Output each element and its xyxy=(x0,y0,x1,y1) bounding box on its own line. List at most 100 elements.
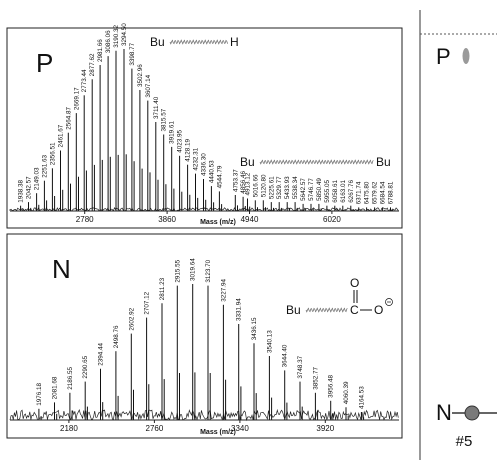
peak-label-p-44: 6579.62 xyxy=(372,181,379,204)
peak-label-p-22: 4232.31 xyxy=(193,147,200,170)
peak-label-p-12: 3190.32 xyxy=(113,25,120,48)
peak-label-n-7: 2707.12 xyxy=(144,291,151,314)
peak-label-p-33: 5433.93 xyxy=(284,176,291,199)
peak-label-n-8: 2811.23 xyxy=(159,277,166,300)
peak-label-n-19: 3956.48 xyxy=(328,375,335,398)
polymer-chain-2 xyxy=(259,159,374,165)
peak-label-p-14: 3398.77 xyxy=(129,42,136,65)
peak-label-n-12: 3227.94 xyxy=(220,279,227,302)
peak-label-p-39: 6058.61 xyxy=(332,179,339,202)
x-tick-label-n-0: 2180 xyxy=(60,424,78,433)
x-tick-label-p-1: 3860 xyxy=(158,215,176,224)
structure-carboxylate-carbon: C xyxy=(350,303,359,317)
peak-label-p-1: 2042.57 xyxy=(26,176,33,199)
x-tick-label-p-0: 2780 xyxy=(76,215,94,224)
side-label-n: N xyxy=(436,400,452,425)
structure-bu-h: Bu H xyxy=(150,35,239,49)
peak-labels-p: 1938.38 2042.57 2149.032251.632356.512461.… xyxy=(18,23,395,205)
peak-label-p-19: 3919.61 xyxy=(169,121,176,144)
peak-label-n-17: 3748.37 xyxy=(297,355,304,378)
peak-label-p-31: 5225.61 xyxy=(268,176,275,199)
peak-label-p-8: 2773.44 xyxy=(81,69,88,92)
side-label-p: P xyxy=(436,44,451,69)
peak-label-n-4: 2394.44 xyxy=(98,343,105,366)
peak-label-p-3: 2251.63 xyxy=(41,154,48,177)
panel-frame-p xyxy=(6,27,403,229)
peak-label-p-36: 5746.77 xyxy=(308,178,315,201)
panel-letter-p: P xyxy=(36,48,53,78)
peak-label-p-27: 4856.46 xyxy=(240,171,247,194)
x-ticks-p: 2780 3860 4940 6020 xyxy=(76,211,341,224)
peak-label-p-9: 2877.62 xyxy=(89,53,96,76)
peak-label-p-23: 4336.30 xyxy=(201,153,208,176)
structure-carboxylate: Bu C O O xyxy=(286,276,393,317)
side-panel: P N #5 xyxy=(419,10,497,460)
peak-label-p-18: 3815.57 xyxy=(161,108,168,131)
p-blob-icon xyxy=(462,48,470,64)
peak-label-p-21: 4128.19 xyxy=(185,138,192,161)
x-axis-title-n: Mass (m/z) xyxy=(200,429,236,436)
peak-label-p-6: 2564.87 xyxy=(65,106,72,129)
structure-bu-bu-left: Bu xyxy=(240,155,255,169)
panel-frame-n xyxy=(6,233,403,439)
sample-label: #5 xyxy=(456,433,473,450)
structure-bu-h-right: H xyxy=(230,35,239,49)
peak-label-n-10: 3019.64 xyxy=(190,258,197,281)
peak-label-n-6: 2602.92 xyxy=(128,307,135,330)
peaks-p xyxy=(20,49,394,211)
peak-label-n-21: 4164.53 xyxy=(358,386,365,409)
peak-label-n-11: 3123.70 xyxy=(205,259,212,282)
peak-label-n-0: 1976.18 xyxy=(36,383,43,406)
peak-label-p-34: 5538.34 xyxy=(292,176,299,199)
peak-label-p-26: 4753.37 xyxy=(232,169,239,192)
peak-label-n-1: 2081.68 xyxy=(52,376,59,399)
peak-label-p-20: 4023.95 xyxy=(177,130,184,153)
peak-label-p-4: 2356.51 xyxy=(49,142,56,165)
peak-label-n-2: 2186.55 xyxy=(67,367,74,390)
peak-label-p-42: 6371.74 xyxy=(356,181,363,204)
peak-label-n-5: 2498.76 xyxy=(113,325,120,348)
peak-label-p-0: 1938.38 xyxy=(18,179,25,202)
structure-carboxylate-oxygen-top: O xyxy=(350,276,359,290)
peak-label-n-14: 3436.15 xyxy=(251,317,258,340)
x-tick-label-p-3: 6020 xyxy=(323,215,341,224)
peak-label-p-46: 6788.81 xyxy=(388,181,395,204)
peak-label-n-15: 3540.13 xyxy=(266,330,273,353)
polymer-chain-3 xyxy=(305,307,348,313)
peak-label-n-9: 2915.55 xyxy=(174,259,181,282)
peak-label-p-35: 5642.57 xyxy=(300,178,307,201)
peak-label-p-38: 5955.05 xyxy=(324,179,331,202)
peak-label-p-24: 4440.53 xyxy=(208,160,215,183)
x-axis-title-p: Mass (m/z) xyxy=(200,219,236,226)
peak-label-p-13: 3294.50 xyxy=(121,23,128,46)
peak-label-p-28: 4913.12 xyxy=(245,172,252,195)
peak-label-p-40: 6163.01 xyxy=(340,179,347,202)
x-ticks-n: 2180 2760 3340 3920 xyxy=(60,420,335,433)
structure-bu-bu-right: Bu xyxy=(376,155,391,169)
spectrum-panel-n: 1976.18 2081.68 2186.55 2290.65 2394.44 2498.… xyxy=(6,233,403,439)
peak-label-p-29: 5016.66 xyxy=(252,174,259,197)
peak-label-p-32: 5329.77 xyxy=(276,176,283,199)
peak-label-p-37: 5850.49 xyxy=(316,178,323,201)
peak-label-n-20: 4060.39 xyxy=(343,381,350,404)
peak-label-p-41: 6267.76 xyxy=(348,179,355,202)
peak-label-p-30: 5120.80 xyxy=(260,174,267,197)
peak-label-p-43: 6475.80 xyxy=(364,181,371,204)
peak-label-p-7: 2669.17 xyxy=(73,87,80,110)
peak-label-p-11: 3086.06 xyxy=(105,30,112,53)
polymer-chain-1 xyxy=(169,39,228,45)
peak-label-p-5: 2461.67 xyxy=(58,124,65,147)
n-particle-icon xyxy=(464,405,480,421)
negative-charge-icon xyxy=(385,298,393,306)
structure-carboxylate-oxygen-right: O xyxy=(374,303,383,317)
structure-bu-h-left: Bu xyxy=(150,35,165,49)
x-tick-label-n-3: 3920 xyxy=(316,424,334,433)
structure-bu-bu: Bu Bu xyxy=(240,155,391,169)
structure-carboxylate-bu: Bu xyxy=(286,303,301,317)
peak-label-p-16: 3607.14 xyxy=(145,74,152,97)
spectrum-panel-p: 1938.38 2042.57 2149.032251.632356.512461.… xyxy=(6,23,403,229)
peak-label-n-3: 2290.65 xyxy=(82,355,89,378)
peak-label-p-45: 6684.54 xyxy=(380,181,387,204)
peak-label-p-17: 3711.40 xyxy=(153,96,160,119)
panel-letter-n: N xyxy=(52,254,71,284)
